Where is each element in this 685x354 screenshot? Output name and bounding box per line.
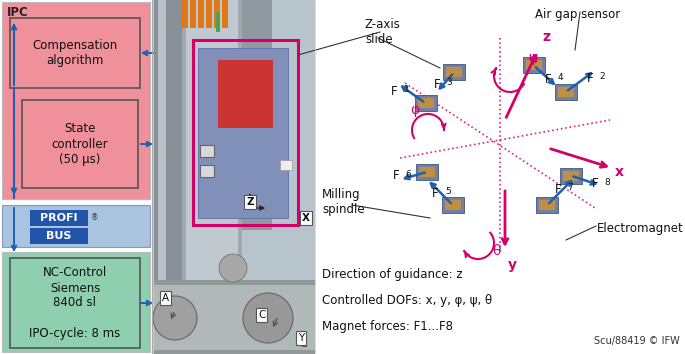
FancyBboxPatch shape [242, 0, 315, 354]
Text: F: F [434, 78, 440, 91]
Text: F: F [587, 72, 593, 85]
Text: F: F [545, 73, 552, 86]
FancyBboxPatch shape [186, 0, 238, 295]
Text: F: F [592, 177, 599, 190]
Text: Compensation
algorithm: Compensation algorithm [32, 39, 118, 67]
FancyBboxPatch shape [158, 0, 166, 295]
FancyBboxPatch shape [154, 285, 315, 350]
Text: 4: 4 [558, 74, 564, 82]
Circle shape [219, 254, 247, 282]
Text: x: x [615, 165, 624, 179]
FancyBboxPatch shape [414, 95, 436, 112]
FancyBboxPatch shape [558, 87, 573, 97]
FancyBboxPatch shape [416, 164, 438, 180]
Text: F: F [393, 169, 399, 182]
Text: Scu/88419 © IFW: Scu/88419 © IFW [595, 336, 680, 346]
Text: φ: φ [410, 103, 419, 117]
FancyBboxPatch shape [200, 145, 214, 157]
FancyBboxPatch shape [539, 200, 555, 210]
FancyBboxPatch shape [446, 68, 462, 78]
Text: ψ: ψ [528, 51, 537, 65]
Text: A: A [162, 293, 169, 303]
FancyBboxPatch shape [22, 100, 138, 188]
Text: Direction of guidance: z: Direction of guidance: z [322, 268, 462, 281]
FancyBboxPatch shape [555, 84, 577, 100]
FancyBboxPatch shape [445, 200, 461, 210]
FancyBboxPatch shape [216, 12, 220, 32]
FancyBboxPatch shape [206, 0, 212, 28]
FancyBboxPatch shape [443, 64, 465, 80]
FancyBboxPatch shape [198, 0, 204, 28]
FancyBboxPatch shape [198, 48, 288, 218]
Text: 7: 7 [567, 183, 573, 192]
FancyBboxPatch shape [218, 60, 273, 128]
FancyBboxPatch shape [222, 0, 228, 28]
FancyBboxPatch shape [154, 0, 182, 295]
FancyBboxPatch shape [2, 2, 150, 199]
Text: 1: 1 [403, 85, 410, 95]
Text: Air gap sensor: Air gap sensor [535, 8, 620, 21]
Text: z: z [542, 30, 550, 44]
Text: ®: ® [91, 213, 99, 222]
FancyBboxPatch shape [30, 228, 88, 244]
Text: Y: Y [298, 333, 304, 343]
FancyBboxPatch shape [419, 167, 436, 177]
FancyBboxPatch shape [30, 210, 88, 226]
Text: F: F [391, 85, 398, 98]
FancyBboxPatch shape [526, 61, 542, 70]
FancyBboxPatch shape [200, 165, 214, 177]
FancyBboxPatch shape [214, 0, 220, 28]
FancyBboxPatch shape [2, 205, 150, 247]
FancyBboxPatch shape [560, 167, 582, 184]
FancyBboxPatch shape [442, 197, 464, 213]
FancyBboxPatch shape [182, 0, 188, 28]
Text: Electromagnet: Electromagnet [597, 222, 684, 235]
Text: BUS: BUS [47, 231, 72, 241]
Text: F: F [432, 187, 439, 200]
Text: IPC: IPC [7, 6, 29, 19]
Text: Z: Z [246, 197, 254, 207]
FancyBboxPatch shape [315, 0, 685, 354]
Text: θ: θ [492, 244, 501, 258]
FancyBboxPatch shape [280, 160, 292, 170]
Text: NC-Control
Siemens
840d sl

IPO-cycle: 8 ms: NC-Control Siemens 840d sl IPO-cycle: 8 … [29, 267, 121, 339]
Text: 8: 8 [605, 178, 610, 187]
Text: 2: 2 [599, 72, 605, 81]
FancyBboxPatch shape [562, 171, 579, 181]
FancyBboxPatch shape [182, 0, 242, 295]
FancyBboxPatch shape [154, 280, 315, 354]
Text: 3: 3 [446, 79, 452, 87]
Text: Milling
spindle: Milling spindle [322, 188, 364, 216]
Text: 5: 5 [445, 187, 451, 196]
FancyBboxPatch shape [2, 252, 150, 352]
Text: PROFI: PROFI [40, 213, 78, 223]
FancyBboxPatch shape [190, 0, 196, 28]
FancyBboxPatch shape [536, 197, 558, 213]
FancyBboxPatch shape [523, 57, 545, 74]
Text: 6: 6 [406, 170, 411, 179]
Circle shape [153, 296, 197, 340]
Text: Magnet forces: F1...F8: Magnet forces: F1...F8 [322, 320, 453, 333]
Text: Z-axis
slide: Z-axis slide [365, 18, 401, 46]
Text: C: C [258, 310, 265, 320]
FancyBboxPatch shape [242, 0, 272, 230]
FancyBboxPatch shape [10, 18, 140, 88]
Text: Controlled DOFs: x, y, φ, ψ, θ: Controlled DOFs: x, y, φ, ψ, θ [322, 294, 492, 307]
FancyBboxPatch shape [10, 258, 140, 348]
Circle shape [243, 293, 293, 343]
Text: State
controller
(50 μs): State controller (50 μs) [51, 122, 108, 166]
FancyBboxPatch shape [152, 0, 315, 354]
Text: y: y [508, 258, 517, 272]
Text: F: F [554, 183, 561, 196]
FancyBboxPatch shape [418, 98, 434, 108]
Text: X: X [302, 213, 310, 223]
